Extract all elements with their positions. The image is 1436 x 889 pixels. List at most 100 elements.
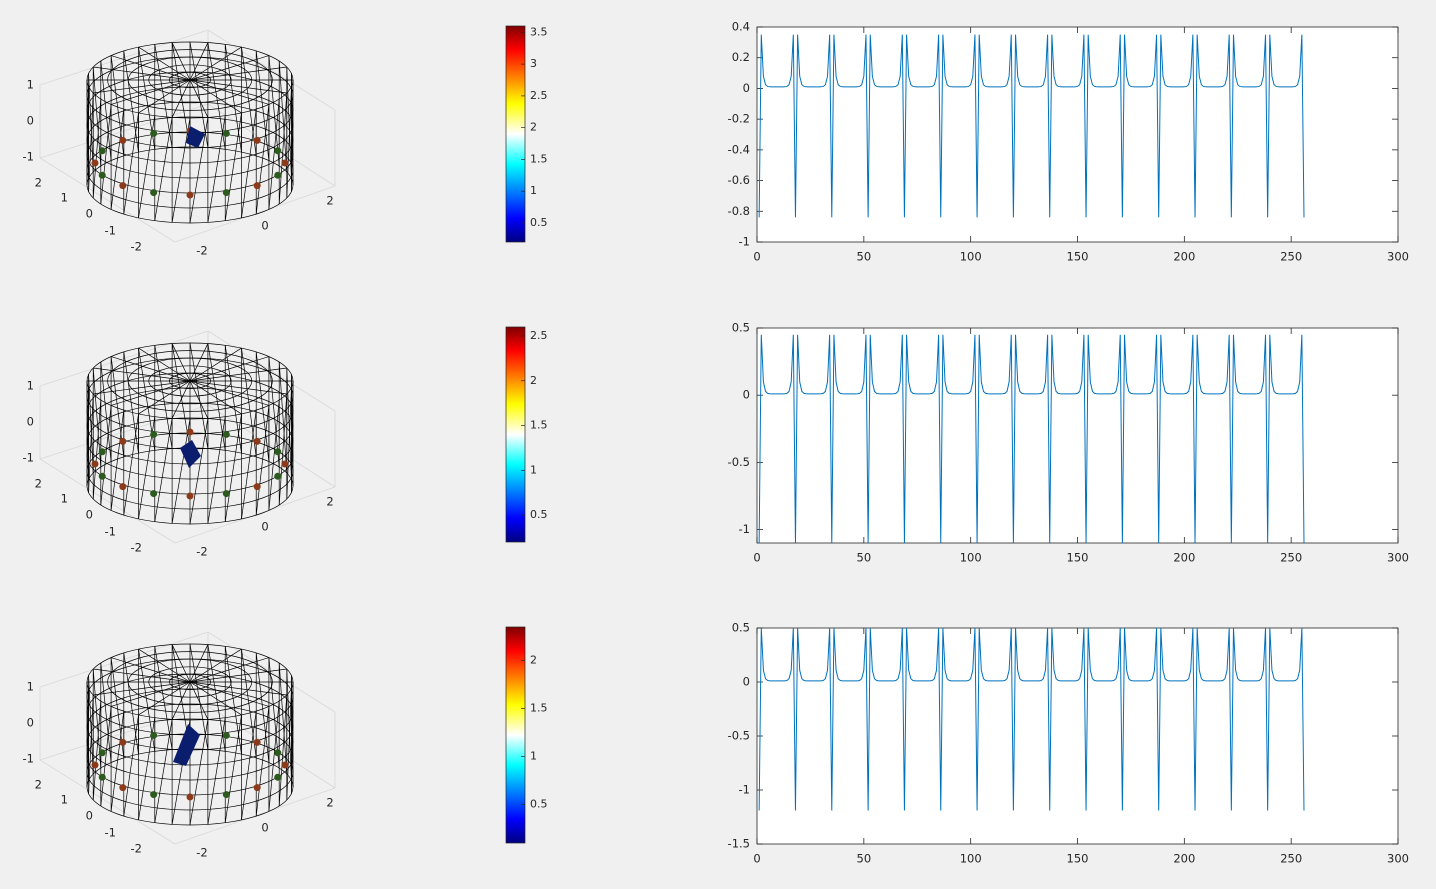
x-tick-label: 200 — [1173, 852, 1195, 866]
grid-line — [81, 445, 216, 530]
cap-edge — [93, 79, 191, 94]
line-plot-3: 0 50 100 150 200 250 300 0.5 0 -0.5 -1 -1.5 — [728, 621, 1409, 866]
electrode — [274, 773, 282, 781]
cylinder-wireframe — [86, 41, 294, 224]
colorbar-tick-label: 3 — [530, 57, 537, 70]
electrode — [98, 448, 106, 456]
cap-edge — [110, 79, 191, 105]
x-tick-label-3d: 0 — [261, 520, 268, 534]
y-tick-label-3d: 2 — [35, 477, 42, 491]
cap-edge — [189, 648, 242, 683]
mesh-edge — [171, 117, 191, 223]
electrode — [222, 490, 230, 498]
electrode — [119, 437, 127, 445]
axis-box-edge — [39, 458, 176, 544]
electrode — [186, 191, 194, 199]
electrode — [253, 136, 261, 144]
colorbar-tick-label: 2 — [530, 374, 537, 387]
electrode — [98, 147, 106, 155]
electrode — [253, 483, 261, 491]
mesh-edge — [110, 711, 125, 812]
electrode — [150, 189, 158, 197]
mesh-edge — [88, 73, 94, 173]
plot-area — [756, 26, 1399, 243]
mesh-edge — [255, 652, 270, 763]
electrode — [119, 738, 127, 746]
cap-edge — [189, 681, 242, 716]
x-tick-label: 100 — [960, 250, 982, 264]
mesh-edge — [123, 112, 139, 215]
cap-edge — [110, 380, 191, 406]
mesh-edge — [154, 44, 173, 148]
mesh-edge — [255, 405, 270, 516]
grid-line — [123, 732, 256, 817]
x-tick-label: 250 — [1280, 551, 1302, 565]
cap-edge — [138, 648, 191, 683]
electrode — [119, 784, 127, 792]
colorbar-3: 2 1.5 1 0.5 — [505, 626, 548, 844]
x-tick-label: 50 — [857, 852, 872, 866]
cap-edge — [138, 380, 191, 415]
mesh-edge — [291, 374, 294, 487]
mesh-edge — [207, 343, 226, 451]
inclusion-object — [173, 724, 200, 766]
cap-edge — [93, 681, 191, 696]
electrode — [222, 129, 230, 137]
x-tick-label: 100 — [960, 852, 982, 866]
cap-edge — [171, 644, 191, 683]
cap-edge — [189, 79, 270, 105]
y-tick-label-3d: -2 — [131, 842, 142, 856]
cap-edge — [189, 356, 270, 382]
mesh-edge — [110, 410, 125, 511]
mesh-edge — [241, 410, 257, 519]
mesh-edge — [88, 694, 94, 794]
colorbar-tick-label: 1.5 — [530, 419, 548, 432]
axis-box-edge — [39, 157, 176, 243]
mesh-edge — [207, 644, 226, 752]
electrode — [150, 731, 158, 739]
y-tick-label: -1 — [739, 235, 750, 249]
cap-edge — [189, 380, 270, 406]
mesh-edge — [268, 700, 280, 812]
cap-edge — [189, 42, 209, 81]
x-tick-label-3d: 0 — [261, 821, 268, 835]
x-tick-label: 100 — [960, 551, 982, 565]
cap-edge — [189, 66, 287, 81]
colorbar-tick-label: 1.5 — [530, 152, 548, 165]
y-tick-label-3d: 0 — [86, 508, 93, 522]
mesh-edge — [278, 92, 288, 205]
mesh-edge — [278, 694, 288, 807]
y-tick-label: 0.5 — [732, 621, 750, 635]
cap-edge — [110, 55, 191, 81]
x-tick-label: 200 — [1173, 250, 1195, 264]
cap-edge — [171, 42, 191, 81]
electrode — [91, 761, 99, 769]
mesh-edge — [154, 418, 173, 522]
mesh-edge — [286, 688, 292, 801]
cap-edge — [189, 657, 270, 683]
mesh-edge — [278, 361, 288, 474]
mesh-edge — [100, 662, 112, 763]
mesh-edge — [255, 351, 270, 462]
y-tick-label-3d: -1 — [105, 224, 116, 238]
mesh-edge — [88, 374, 94, 474]
x-tick-label-3d: -2 — [196, 846, 207, 860]
z-tick-label: -1 — [23, 752, 34, 766]
y-tick-label-3d: -2 — [131, 541, 142, 555]
z-tick-label: 0 — [27, 415, 34, 429]
y-tick-label: -1 — [739, 783, 750, 797]
electrode — [91, 460, 99, 468]
x-tick-label: 150 — [1067, 250, 1089, 264]
cap-edge — [189, 347, 242, 382]
cap-edge — [110, 681, 191, 707]
electrode — [253, 437, 261, 445]
z-tick-label: -1 — [23, 150, 34, 164]
axis-box-edge — [207, 330, 336, 412]
series-line — [758, 34, 1305, 218]
y-tick-label: -1.5 — [728, 837, 750, 851]
mesh-edge — [255, 104, 270, 215]
mesh-edge — [154, 345, 173, 449]
colorbar-tick-label: 2.5 — [530, 329, 548, 342]
cap-edge — [138, 347, 191, 382]
